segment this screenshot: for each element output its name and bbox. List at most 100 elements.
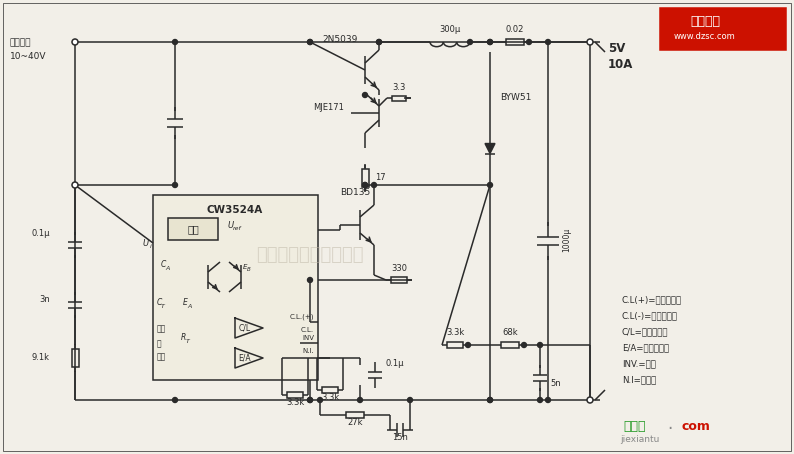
Text: INV.=反相: INV.=反相 bbox=[622, 359, 656, 368]
Text: E: E bbox=[243, 264, 248, 270]
Bar bbox=[153, 195, 318, 380]
Circle shape bbox=[307, 277, 313, 282]
Circle shape bbox=[372, 183, 376, 188]
Text: 68k: 68k bbox=[502, 328, 518, 337]
Bar bbox=[506, 39, 524, 45]
Text: B: B bbox=[247, 267, 251, 272]
Text: 3.3: 3.3 bbox=[392, 83, 406, 92]
Circle shape bbox=[488, 39, 492, 44]
Text: MJE171: MJE171 bbox=[313, 104, 344, 113]
Text: U: U bbox=[143, 238, 149, 247]
Circle shape bbox=[526, 39, 531, 44]
Bar bbox=[346, 412, 364, 418]
Text: INV: INV bbox=[302, 335, 314, 341]
Text: C.L(+)=正电流限制: C.L(+)=正电流限制 bbox=[622, 295, 682, 304]
Text: A: A bbox=[187, 304, 191, 309]
Text: 杭州将睿科技有限公司: 杭州将睿科技有限公司 bbox=[256, 246, 364, 264]
Bar bbox=[392, 96, 406, 101]
Circle shape bbox=[468, 39, 472, 44]
Circle shape bbox=[72, 182, 78, 188]
Bar bbox=[362, 169, 369, 187]
Text: www.dzsc.com: www.dzsc.com bbox=[674, 32, 736, 41]
Circle shape bbox=[538, 342, 542, 347]
Text: 10~40V: 10~40V bbox=[10, 52, 47, 61]
Text: 17: 17 bbox=[375, 173, 386, 183]
Circle shape bbox=[488, 183, 492, 188]
Bar bbox=[391, 277, 407, 283]
Bar bbox=[660, 8, 786, 50]
Circle shape bbox=[587, 397, 593, 403]
Text: E/A: E/A bbox=[239, 354, 252, 362]
Text: C: C bbox=[161, 260, 167, 269]
Text: 3.3k: 3.3k bbox=[446, 328, 464, 337]
Text: BD135: BD135 bbox=[340, 188, 370, 197]
Text: com: com bbox=[682, 420, 711, 433]
Text: 参考: 参考 bbox=[187, 224, 198, 234]
Circle shape bbox=[376, 39, 381, 44]
Text: 输入电压: 输入电压 bbox=[10, 38, 32, 47]
Circle shape bbox=[545, 39, 550, 44]
Text: 300μ: 300μ bbox=[439, 25, 461, 34]
Bar bbox=[322, 387, 338, 393]
Text: 9.1k: 9.1k bbox=[32, 354, 50, 362]
Bar bbox=[287, 392, 303, 398]
Text: 地: 地 bbox=[157, 339, 162, 348]
Circle shape bbox=[488, 39, 492, 44]
Text: 0.1μ: 0.1μ bbox=[385, 359, 403, 367]
Circle shape bbox=[488, 398, 492, 403]
Text: 补偿: 补偿 bbox=[157, 352, 166, 361]
Text: BYW51: BYW51 bbox=[500, 93, 531, 102]
Text: 0.02: 0.02 bbox=[506, 25, 524, 34]
Text: ref: ref bbox=[233, 227, 241, 232]
Circle shape bbox=[465, 342, 471, 347]
Circle shape bbox=[72, 39, 78, 45]
Circle shape bbox=[172, 398, 178, 403]
Text: 10A: 10A bbox=[608, 58, 634, 71]
Text: 3.3k: 3.3k bbox=[321, 393, 339, 402]
Polygon shape bbox=[485, 143, 495, 153]
Text: 2N5039: 2N5039 bbox=[322, 35, 357, 44]
Text: CW3524A: CW3524A bbox=[207, 205, 263, 215]
Text: jiexiantu: jiexiantu bbox=[620, 435, 659, 444]
Circle shape bbox=[357, 398, 363, 403]
Text: 接线图: 接线图 bbox=[624, 420, 646, 433]
Text: A: A bbox=[165, 266, 169, 271]
Circle shape bbox=[307, 39, 313, 44]
Bar bbox=[501, 342, 519, 348]
Circle shape bbox=[172, 39, 178, 44]
Text: 5n: 5n bbox=[550, 379, 561, 388]
Circle shape bbox=[376, 39, 381, 44]
Circle shape bbox=[488, 398, 492, 403]
Text: T: T bbox=[161, 304, 165, 309]
Text: C/L=电流限制器: C/L=电流限制器 bbox=[622, 327, 669, 336]
Text: N.I=非反相: N.I=非反相 bbox=[622, 375, 657, 384]
Text: T: T bbox=[186, 339, 190, 344]
Text: i: i bbox=[150, 243, 152, 248]
Text: 330: 330 bbox=[391, 264, 407, 273]
Text: 15n: 15n bbox=[392, 433, 408, 442]
Circle shape bbox=[318, 398, 322, 403]
Text: C: C bbox=[157, 298, 163, 307]
Bar bbox=[447, 342, 463, 348]
Text: R: R bbox=[181, 333, 187, 342]
Circle shape bbox=[363, 93, 368, 98]
Text: 3.3k: 3.3k bbox=[286, 398, 304, 407]
Text: 27k: 27k bbox=[347, 418, 363, 427]
Text: 断路: 断路 bbox=[157, 324, 166, 333]
Text: N.I.: N.I. bbox=[303, 348, 314, 354]
Circle shape bbox=[307, 39, 313, 44]
Text: C.L.: C.L. bbox=[301, 327, 314, 333]
Text: 1000μ: 1000μ bbox=[562, 228, 571, 252]
Text: E: E bbox=[183, 298, 188, 307]
Text: C.L.(+): C.L.(+) bbox=[290, 314, 314, 321]
Text: E/A=误差放大器: E/A=误差放大器 bbox=[622, 343, 669, 352]
Text: 维库一卡: 维库一卡 bbox=[690, 15, 720, 28]
Text: C.L(-)=负电流限制: C.L(-)=负电流限制 bbox=[622, 311, 678, 320]
Circle shape bbox=[587, 39, 593, 45]
Circle shape bbox=[363, 183, 368, 188]
Circle shape bbox=[172, 183, 178, 188]
Circle shape bbox=[363, 183, 368, 188]
Text: 0.1μ: 0.1μ bbox=[32, 228, 50, 237]
Text: 5V: 5V bbox=[608, 42, 626, 55]
Circle shape bbox=[307, 398, 313, 403]
